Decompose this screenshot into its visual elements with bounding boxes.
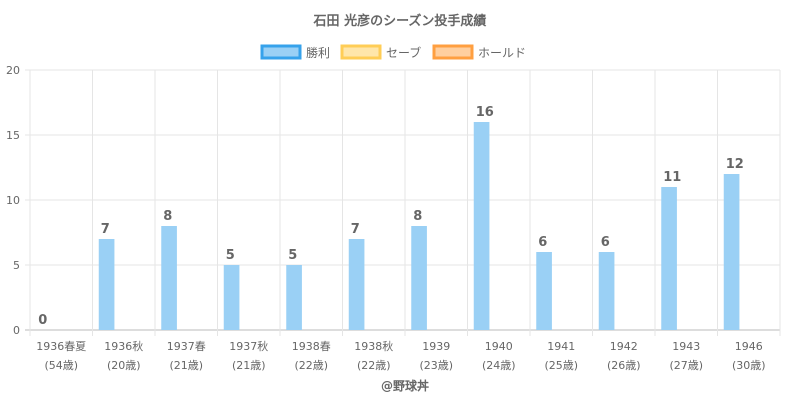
x-tick-label: 1938春 xyxy=(292,340,331,353)
x-tick-label: 1940 xyxy=(485,340,513,353)
bars: 0 7 8 5 5 7 8 16 6 6 11 12 xyxy=(38,105,744,330)
x-tick-label: 1938秋 xyxy=(354,339,393,353)
bar[interactable] xyxy=(723,174,740,330)
legend-label[interactable]: ホールド xyxy=(478,46,526,60)
data-label: 5 xyxy=(226,248,235,263)
bar[interactable] xyxy=(286,265,302,330)
y-tick-label: 20 xyxy=(6,64,20,77)
legend-label[interactable]: セーブ xyxy=(386,45,421,60)
x-tick-sublabel: (26歳) xyxy=(607,359,641,372)
x-tick-label: 1937春 xyxy=(167,340,206,353)
bar[interactable] xyxy=(473,122,490,330)
legend-swatch[interactable] xyxy=(260,44,302,60)
x-tick-sublabel: (20歳) xyxy=(107,359,141,372)
data-label: 6 xyxy=(601,235,610,250)
data-label: 6 xyxy=(538,235,547,250)
data-label: 11 xyxy=(663,170,681,185)
bar[interactable] xyxy=(536,252,552,330)
x-tick-label: 1936春夏 xyxy=(36,340,86,353)
bar[interactable] xyxy=(411,226,427,330)
x-tick-label: 1941 xyxy=(547,340,575,353)
x-tick-sublabel: (22歳) xyxy=(294,359,328,372)
x-tick-sublabel: (25歳) xyxy=(544,359,578,372)
x-tick-label: 1937秋 xyxy=(229,339,268,353)
x-tick-sublabel: (27歳) xyxy=(669,359,703,372)
bar[interactable] xyxy=(98,239,115,330)
bar[interactable] xyxy=(223,265,240,330)
x-tick-sublabel: (21歳) xyxy=(169,359,203,372)
data-label: 5 xyxy=(288,248,297,263)
legend-swatch[interactable] xyxy=(432,44,474,60)
gridlines: 0 5 10 15 20 xyxy=(6,64,781,337)
y-tick-label: 15 xyxy=(6,129,20,142)
y-tick-label: 0 xyxy=(13,324,20,337)
bar[interactable] xyxy=(161,226,177,330)
data-label: 8 xyxy=(413,209,422,224)
x-tick-sublabel: (21歳) xyxy=(232,359,266,372)
legend-label[interactable]: 勝利 xyxy=(306,45,330,60)
data-label: 7 xyxy=(101,222,110,237)
x-tick-sublabel: (30歳) xyxy=(732,359,766,372)
legend-swatch[interactable] xyxy=(340,44,382,60)
data-label: 0 xyxy=(38,313,47,328)
chart-title: 石田 光彦のシーズン投手成績 xyxy=(313,13,487,29)
x-axis-ticks: 1936春夏 (54歳) 1936秋 (20歳) 1937春 (21歳) 1937秋 (21歳… xyxy=(36,339,765,372)
x-tick-label: 1939 xyxy=(422,340,450,353)
x-tick-sublabel: (22歳) xyxy=(357,359,391,372)
x-tick-label: 1936秋 xyxy=(104,339,143,353)
bar[interactable] xyxy=(348,239,365,330)
x-tick-label: 1943 xyxy=(672,340,700,353)
x-tick-label: 1946 xyxy=(735,340,763,353)
data-label: 8 xyxy=(163,209,172,224)
bar[interactable] xyxy=(598,252,615,330)
bar[interactable] xyxy=(661,187,677,330)
x-tick-sublabel: (24歳) xyxy=(482,359,516,372)
legend: 勝利 セーブ ホールド xyxy=(260,44,526,60)
x-tick-label: 1942 xyxy=(610,340,638,353)
data-label: 12 xyxy=(726,157,744,172)
data-label: 16 xyxy=(476,105,494,120)
y-tick-label: 5 xyxy=(13,259,20,272)
x-tick-sublabel: (23歳) xyxy=(419,359,453,372)
x-tick-sublabel: (54歳) xyxy=(44,359,78,372)
data-label: 7 xyxy=(351,222,360,237)
y-tick-label: 10 xyxy=(6,194,20,207)
credit: @野球丼 xyxy=(381,378,429,393)
